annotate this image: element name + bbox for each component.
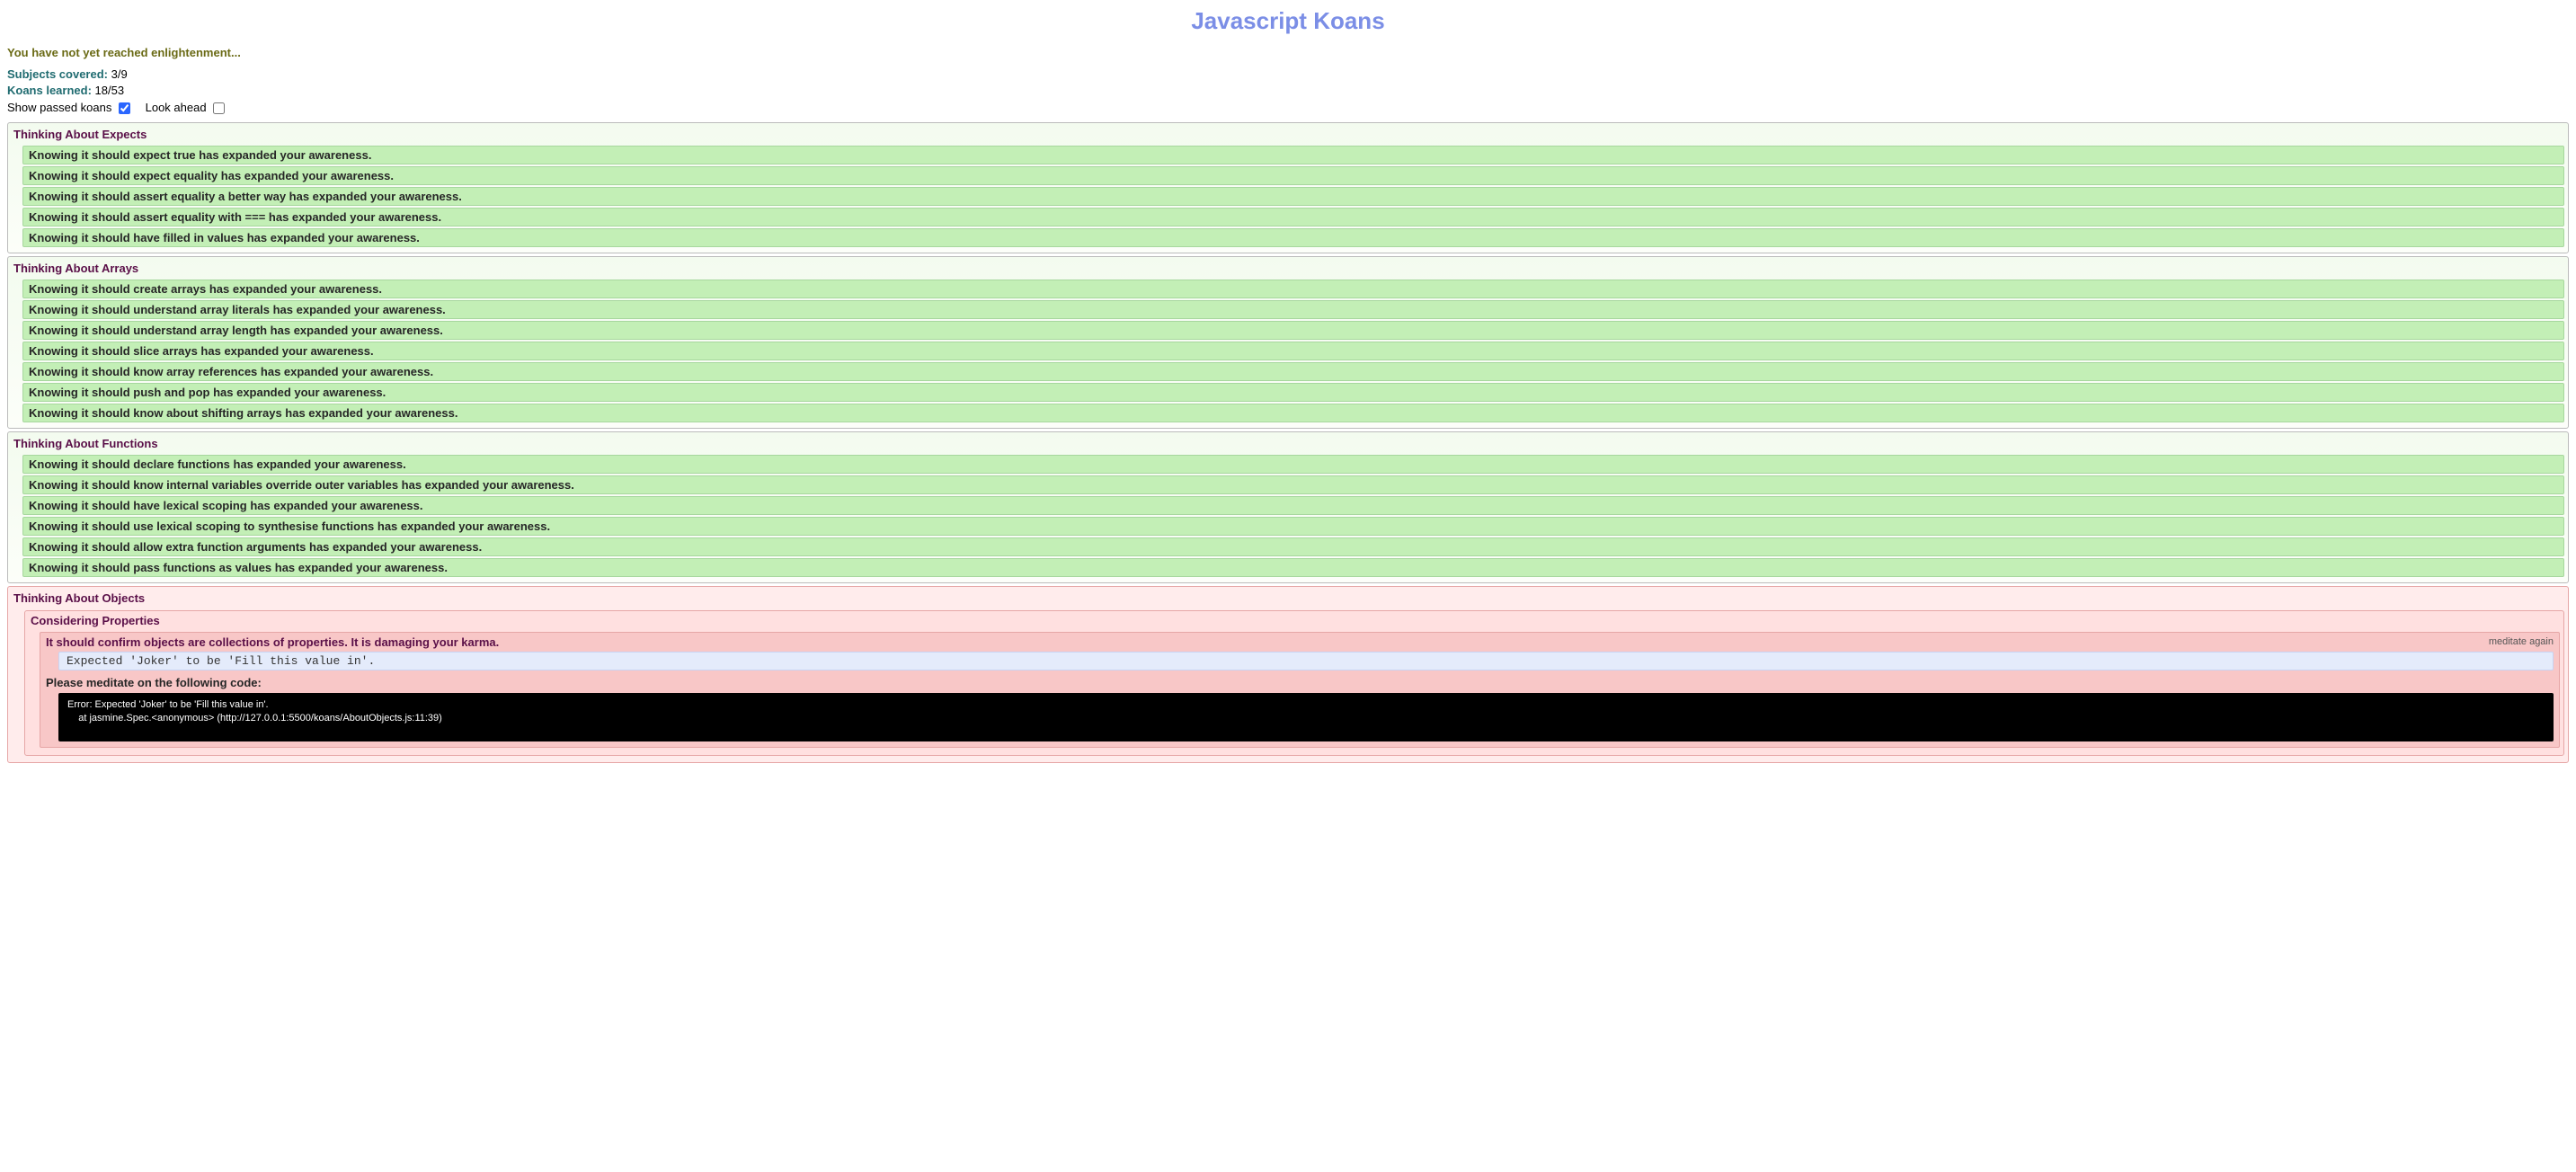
koans-learned-label: Koans learned:: [7, 84, 92, 97]
suite-title: Thinking About Arrays: [12, 260, 2564, 278]
suite-title: Thinking About Functions: [12, 435, 2564, 453]
passed-koan: Knowing it should expect equality has ex…: [22, 166, 2564, 185]
page-title: Javascript Koans: [7, 7, 2569, 35]
failed-subsuite: Considering Properties meditate again It…: [24, 610, 2564, 756]
passed-koan: Knowing it should push and pop has expan…: [22, 383, 2564, 402]
koans-learned-row: Koans learned: 18/53: [7, 83, 2569, 99]
meditate-code-label: Please meditate on the following code:: [46, 676, 2554, 689]
passed-koan: Knowing it should know about shifting ar…: [22, 404, 2564, 422]
passed-koan: Knowing it should declare functions has …: [22, 455, 2564, 474]
suite-title: Thinking About Expects: [12, 126, 2564, 144]
failed-koan-description: It should confirm objects are collection…: [46, 635, 2554, 649]
passed-koan: Knowing it should have lexical scoping h…: [22, 496, 2564, 515]
failed-suite: Thinking About Objects Considering Prope…: [7, 586, 2569, 763]
suite: Thinking About Functions Knowing it shoul…: [7, 431, 2569, 583]
passed-koan: Knowing it should know array references …: [22, 362, 2564, 381]
passed-koan: Knowing it should know internal variable…: [22, 475, 2564, 494]
passed-koan: Knowing it should create arrays has expa…: [22, 280, 2564, 298]
look-ahead-label-wrapper[interactable]: Look ahead: [146, 101, 228, 114]
passed-koan: Knowing it should expect true has expand…: [22, 146, 2564, 164]
subjects-covered-row: Subjects covered: 3/9: [7, 67, 2569, 83]
suite: Thinking About Expects Knowing it should …: [7, 122, 2569, 253]
failed-suite-title: Thinking About Objects: [12, 590, 2564, 608]
look-ahead-checkbox[interactable]: [213, 102, 225, 114]
passed-koan: Knowing it should understand array liter…: [22, 300, 2564, 319]
subjects-covered-label: Subjects covered:: [7, 67, 108, 81]
passed-koan: Knowing it should understand array lengt…: [22, 321, 2564, 340]
enlightenment-message: You have not yet reached enlightenment..…: [7, 46, 2569, 59]
koans-learned-value: 18/53: [95, 84, 125, 97]
passed-koan: Knowing it should allow extra function a…: [22, 537, 2564, 556]
failed-subsuite-title: Considering Properties: [29, 614, 2560, 630]
passed-koan: Knowing it should assert equality a bett…: [22, 187, 2564, 206]
suites-container: Thinking About Expects Knowing it should …: [7, 122, 2569, 583]
failed-expectation: Expected 'Joker' to be 'Fill this value …: [58, 652, 2554, 670]
passed-koan: Knowing it should have filled in values …: [22, 228, 2564, 247]
passed-koan: Knowing it should assert equality with =…: [22, 208, 2564, 226]
show-passed-label: Show passed koans: [7, 101, 111, 114]
show-passed-checkbox[interactable]: [119, 102, 130, 114]
meditate-again-link[interactable]: meditate again: [2489, 636, 2554, 647]
koans-runner-page: Javascript Koans You have not yet reache…: [0, 0, 2576, 777]
failed-koan: meditate again It should confirm objects…: [40, 632, 2560, 748]
progress-block: Subjects covered: 3/9 Koans learned: 18/…: [7, 67, 2569, 98]
stack-trace: Error: Expected 'Joker' to be 'Fill this…: [58, 693, 2554, 741]
look-ahead-label: Look ahead: [146, 101, 207, 114]
passed-koan: Knowing it should pass functions as valu…: [22, 558, 2564, 577]
subjects-covered-value: 3/9: [111, 67, 128, 81]
options-row: Show passed koans Look ahead: [7, 100, 2569, 117]
passed-koan: Knowing it should use lexical scoping to…: [22, 517, 2564, 536]
show-passed-label-wrapper[interactable]: Show passed koans: [7, 101, 137, 114]
passed-koan: Knowing it should slice arrays has expan…: [22, 342, 2564, 360]
suite: Thinking About Arrays Knowing it should c…: [7, 256, 2569, 429]
